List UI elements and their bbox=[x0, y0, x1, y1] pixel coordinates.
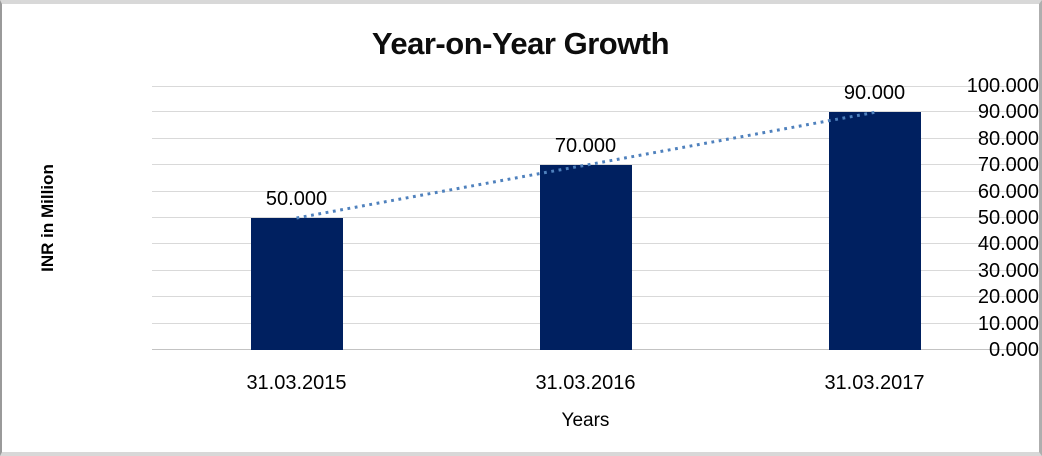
x-tick-label: 31.03.2015 bbox=[246, 372, 347, 394]
y-tick-label: 80.000 bbox=[977, 127, 1039, 150]
x-tick-label: 31.03.2016 bbox=[535, 372, 636, 394]
bar bbox=[539, 165, 632, 350]
plot-area: 50.000 70.000 90.000 bbox=[152, 82, 1019, 350]
chart-title: Year-on-Year Growth bbox=[371, 26, 670, 61]
y-tick-label: 10.000 bbox=[977, 312, 1039, 335]
y-tick-label: 100.000 bbox=[966, 75, 1039, 97]
y-tick-label: 60.000 bbox=[977, 180, 1039, 203]
bar-value-label: 90.000 bbox=[843, 82, 906, 105]
y-tick-label: 40.000 bbox=[977, 233, 1039, 256]
bar bbox=[250, 218, 343, 350]
bar-value-label: 70.000 bbox=[554, 135, 617, 158]
y-tick-label: 30.000 bbox=[977, 259, 1039, 282]
x-tick-label: 31.03.2017 bbox=[824, 372, 925, 394]
y-tick-label: 0.000 bbox=[988, 339, 1039, 361]
x-axis-title: Years bbox=[561, 410, 610, 431]
y-tick-label: 70.000 bbox=[977, 154, 1039, 177]
y-tick-label: 50.000 bbox=[977, 207, 1039, 229]
y-tick-label: 20.000 bbox=[977, 286, 1039, 309]
gridline bbox=[152, 86, 1019, 87]
y-axis-title: INR in Million bbox=[38, 164, 57, 272]
y-tick-label: 90.000 bbox=[977, 101, 1039, 124]
bar-value-label: 50.000 bbox=[265, 188, 328, 210]
